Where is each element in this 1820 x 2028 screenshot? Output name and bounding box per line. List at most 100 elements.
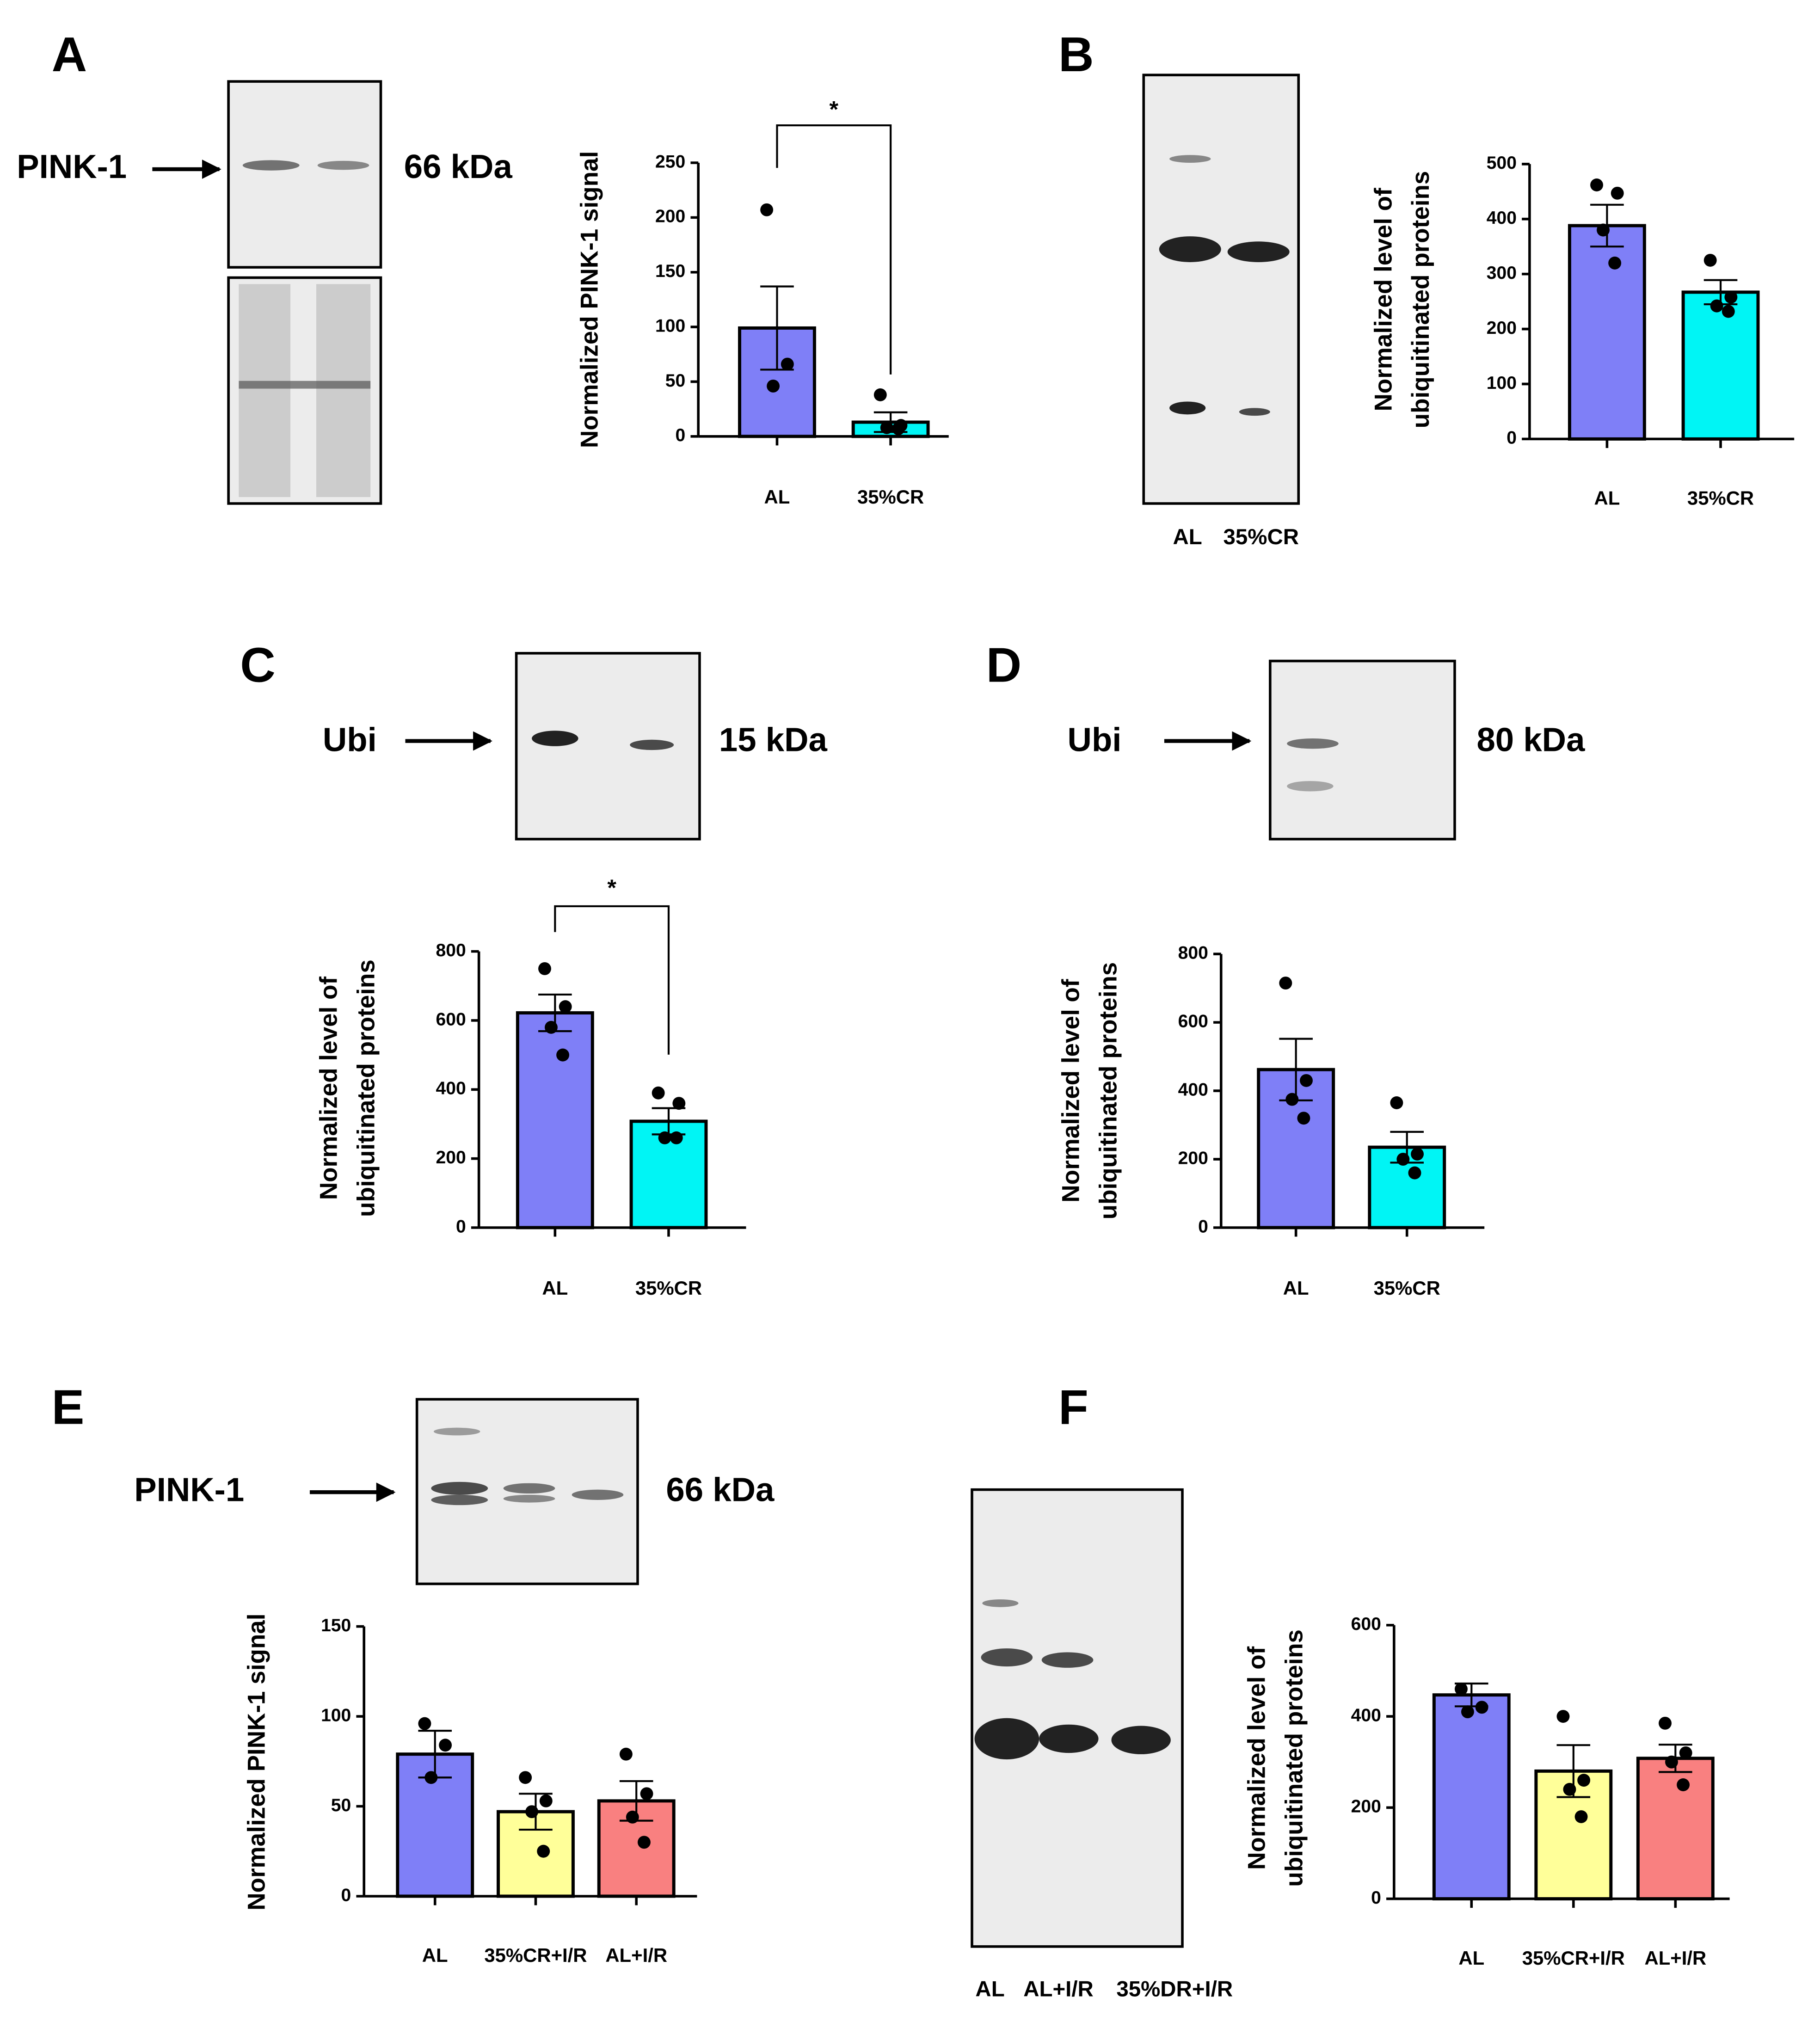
y-axis-label: Normalized PINK-1 signal (243, 1614, 270, 1911)
bar (1432, 1693, 1511, 1901)
data-point (1300, 1074, 1313, 1087)
bar (1568, 224, 1646, 441)
protein-label: PINK-1 (134, 1471, 244, 1508)
data-point (1408, 1166, 1421, 1180)
y-axis-label: ubiquitinated proteins (1407, 171, 1434, 429)
lane-label: 35%CR (1224, 525, 1299, 549)
x-tick-label: AL+I/R (605, 1944, 667, 1966)
y-tick-label: 100 (1487, 373, 1517, 393)
data-point (1665, 1755, 1678, 1769)
lane (239, 284, 291, 498)
data-point (539, 1794, 553, 1807)
y-tick-label: 800 (1178, 943, 1208, 963)
y-tick-label: 0 (456, 1217, 466, 1236)
data-point (1659, 1716, 1672, 1730)
data-point (637, 1836, 651, 1849)
data-point (545, 1020, 558, 1034)
y-tick-label: 500 (1487, 153, 1517, 173)
data-point (880, 421, 893, 434)
data-point (1285, 1093, 1299, 1106)
y-tick-label: 0 (1198, 1217, 1208, 1236)
data-point (1297, 1112, 1310, 1125)
y-tick-label: 600 (436, 1009, 466, 1029)
x-tick-label: 35%CR+I/R (484, 1944, 587, 1966)
blot (1142, 74, 1300, 505)
band (1041, 1652, 1094, 1668)
protein-label: Ubi (1068, 721, 1122, 759)
x-tick-label: AL (1283, 1277, 1309, 1299)
y-tick-label: 300 (1487, 263, 1517, 283)
data-point (556, 1048, 570, 1062)
y-tick-label: 400 (1487, 208, 1517, 228)
blot (227, 80, 382, 269)
blot (971, 1488, 1184, 1948)
data-point (1677, 1778, 1690, 1791)
x-tick-label: 35%CR (1687, 487, 1754, 509)
y-tick-label: 100 (655, 316, 685, 336)
x-tick-label: AL+I/R (1644, 1947, 1706, 1969)
data-point (418, 1717, 431, 1730)
data-point (670, 1131, 683, 1144)
significance-bracket (776, 124, 892, 375)
data-point (1611, 186, 1624, 200)
band (433, 1427, 480, 1436)
data-point (672, 1097, 686, 1110)
y-tick-label: 150 (321, 1616, 351, 1635)
band (431, 1494, 488, 1506)
panel-label: F (1058, 1380, 1088, 1434)
y-axis-label: Normalized level of (1058, 979, 1085, 1203)
data-point (1597, 223, 1610, 237)
y-axis-label: Normalized level of (315, 977, 343, 1200)
data-point (439, 1739, 452, 1752)
x-tick-label: 35%CR (635, 1277, 702, 1299)
data-point (1390, 1096, 1403, 1109)
panel-label: C (240, 638, 276, 692)
protein-label: PINK-1 (17, 148, 127, 185)
data-point (1608, 256, 1622, 270)
band (572, 1489, 624, 1500)
data-point (1461, 1705, 1474, 1719)
band (630, 739, 674, 750)
data-point (559, 1000, 572, 1014)
y-tick-label: 400 (436, 1079, 466, 1099)
y-tick-label: 150 (655, 261, 685, 281)
x-tick-label: AL (1594, 487, 1620, 509)
data-point (1574, 1810, 1588, 1823)
significance-bracket (554, 905, 670, 1055)
data-point (1455, 1682, 1468, 1696)
data-point (424, 1771, 438, 1784)
y-tick-label: 800 (436, 940, 466, 960)
data-point (1703, 253, 1717, 267)
data-point (1590, 178, 1604, 191)
y-tick-label: 250 (655, 152, 685, 172)
y-tick-label: 0 (341, 1885, 351, 1905)
band (1159, 236, 1221, 262)
band (974, 1718, 1039, 1760)
y-tick-label: 200 (1487, 318, 1517, 338)
data-point (1679, 1746, 1692, 1759)
band (1239, 408, 1270, 416)
data-point (873, 388, 887, 401)
band (1039, 1724, 1099, 1753)
panel-label: D (986, 638, 1022, 692)
band (317, 160, 369, 170)
band (1287, 738, 1339, 749)
data-point (525, 1805, 539, 1819)
y-tick-label: 0 (1506, 428, 1517, 448)
y-axis-label: ubiquitinated proteins (1095, 962, 1122, 1220)
protein-label: Ubi (323, 721, 377, 759)
size-label: 66 kDa (666, 1471, 775, 1508)
bar (516, 1011, 594, 1229)
data-point (658, 1131, 671, 1144)
data-point (519, 1771, 532, 1784)
data-point (892, 422, 905, 436)
band (1227, 241, 1290, 262)
y-axis-label: ubiquitinated proteins (353, 959, 380, 1217)
band (431, 1481, 488, 1495)
panel-label: B (1058, 27, 1094, 82)
size-label: 66 kDa (404, 148, 513, 185)
x-tick-label: 35%CR (1374, 1277, 1440, 1299)
band (982, 1599, 1019, 1607)
lane-label: 35%DR+I/R (1116, 1977, 1233, 2001)
